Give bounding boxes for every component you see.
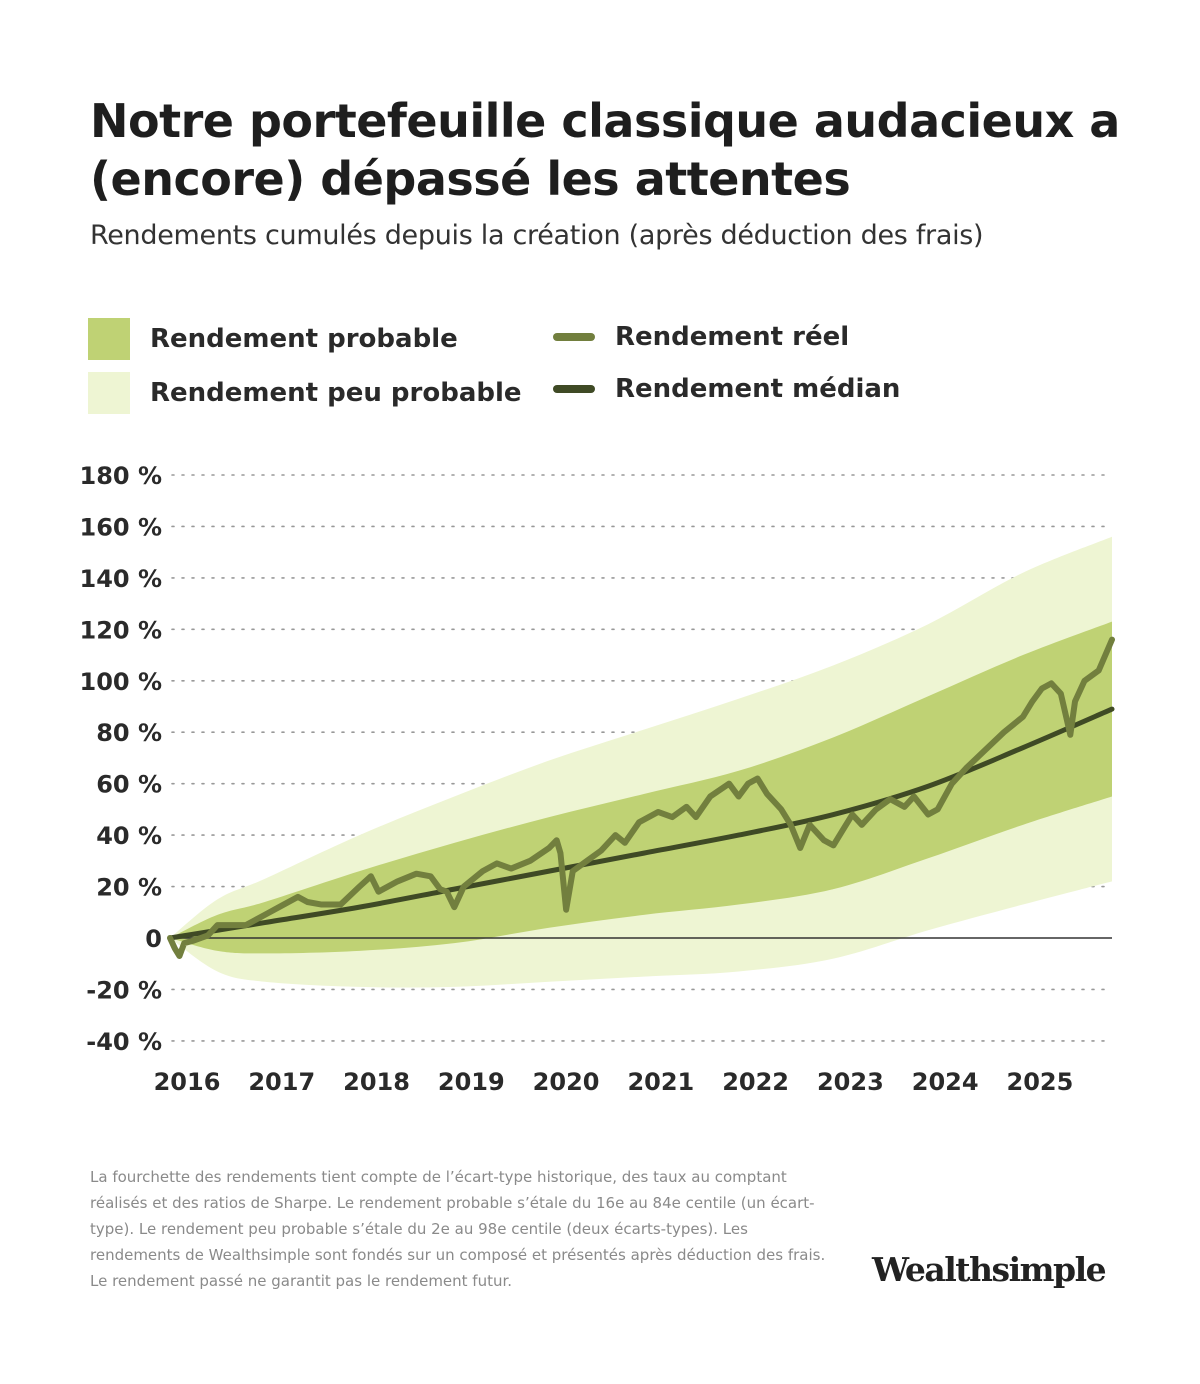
x-tick-label: 2021 bbox=[627, 1068, 694, 1096]
legend-swatch-unlikely bbox=[88, 372, 130, 414]
y-tick-label: 60 % bbox=[96, 771, 162, 799]
y-tick-label: 140 % bbox=[80, 565, 163, 593]
x-tick-label: 2022 bbox=[722, 1068, 789, 1096]
y-tick-label: -20 % bbox=[86, 976, 162, 1004]
legend-label: Rendement réel bbox=[615, 322, 850, 352]
y-tick-label: 20 % bbox=[96, 874, 162, 902]
footnote: La fourchette des rendements tient compt… bbox=[90, 1168, 826, 1290]
y-tick-label: 160 % bbox=[80, 513, 163, 541]
x-tick-label: 2019 bbox=[438, 1068, 505, 1096]
x-tick-label: 2018 bbox=[343, 1068, 410, 1096]
legend-swatch-probable bbox=[88, 318, 130, 360]
legend-label: Rendement médian bbox=[615, 374, 901, 404]
x-tick-label: 2024 bbox=[912, 1068, 979, 1096]
x-tick-label: 2016 bbox=[154, 1068, 221, 1096]
chart-subtitle: Rendements cumulés depuis la création (a… bbox=[90, 220, 984, 251]
probable-return-band bbox=[170, 621, 1112, 954]
chart-title: Notre portefeuille classique audacieux a… bbox=[90, 94, 1120, 206]
legend-actual: Rendement réel bbox=[553, 322, 849, 352]
x-tick-label: 2017 bbox=[248, 1068, 315, 1096]
y-tick-label: 100 % bbox=[80, 668, 163, 696]
legend-median: Rendement médian bbox=[553, 374, 900, 404]
x-tick-label: 2020 bbox=[533, 1068, 600, 1096]
legend-line-median bbox=[553, 385, 595, 393]
legend-probable: Rendement probable bbox=[88, 318, 458, 360]
x-tick-label: 2023 bbox=[817, 1068, 884, 1096]
legend-line-actual bbox=[553, 333, 595, 341]
legend-label: Rendement peu probable bbox=[150, 378, 522, 408]
y-tick-label: 80 % bbox=[96, 719, 162, 747]
y-tick-label: 0 bbox=[145, 925, 162, 953]
x-tick-label: 2025 bbox=[1007, 1068, 1074, 1096]
y-tick-label: 180 % bbox=[80, 462, 163, 490]
actual-return-line bbox=[167, 636, 1115, 960]
legend-label: Rendement probable bbox=[150, 324, 458, 354]
y-tick-label: 40 % bbox=[96, 822, 162, 850]
y-tick-label: -40 % bbox=[86, 1028, 162, 1056]
brand-logo: Wealthsimple bbox=[872, 1250, 1107, 1289]
y-tick-label: 120 % bbox=[80, 616, 163, 644]
legend-unlikely: Rendement peu probable bbox=[88, 372, 522, 414]
